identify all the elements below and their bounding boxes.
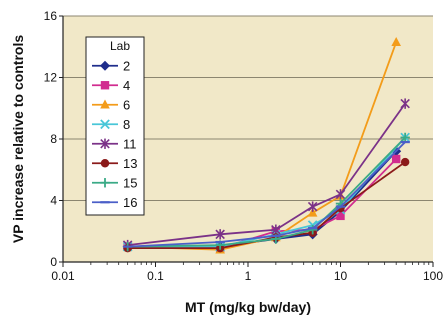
legend-label: 15 <box>123 175 137 190</box>
y-tick-label: 0 <box>50 255 57 269</box>
legend-title: Lab <box>110 39 130 53</box>
x-tick-label: 1 <box>245 269 252 283</box>
legend-label: 8 <box>123 117 130 132</box>
x-tick-label: 100 <box>423 269 443 283</box>
legend-label: 13 <box>123 156 137 171</box>
data-point-square <box>392 155 400 163</box>
legend-label: 16 <box>123 195 137 210</box>
legend-label: 11 <box>123 136 137 151</box>
x-tick-label: 10 <box>334 269 348 283</box>
legend: Lab 2 4 6 8 11 13 15 16 <box>86 37 144 215</box>
legend-label: 2 <box>123 58 130 73</box>
y-tick-label: 12 <box>44 71 58 85</box>
y-tick-label: 8 <box>50 132 57 146</box>
x-tick-label: 0.01 <box>51 269 75 283</box>
legend-label: 6 <box>123 97 130 112</box>
data-point-square <box>101 81 109 89</box>
data-point-circle <box>401 158 409 166</box>
x-axis-title: MT (mg/kg bw/day) <box>185 299 311 315</box>
data-point-circle <box>101 159 109 167</box>
y-tick-label: 16 <box>44 9 58 23</box>
legend-label: 4 <box>123 78 130 93</box>
y-axis-title: VP increase relative to controls <box>10 35 26 243</box>
x-tick-label: 0.1 <box>147 269 164 283</box>
y-tick-label: 4 <box>50 194 57 208</box>
